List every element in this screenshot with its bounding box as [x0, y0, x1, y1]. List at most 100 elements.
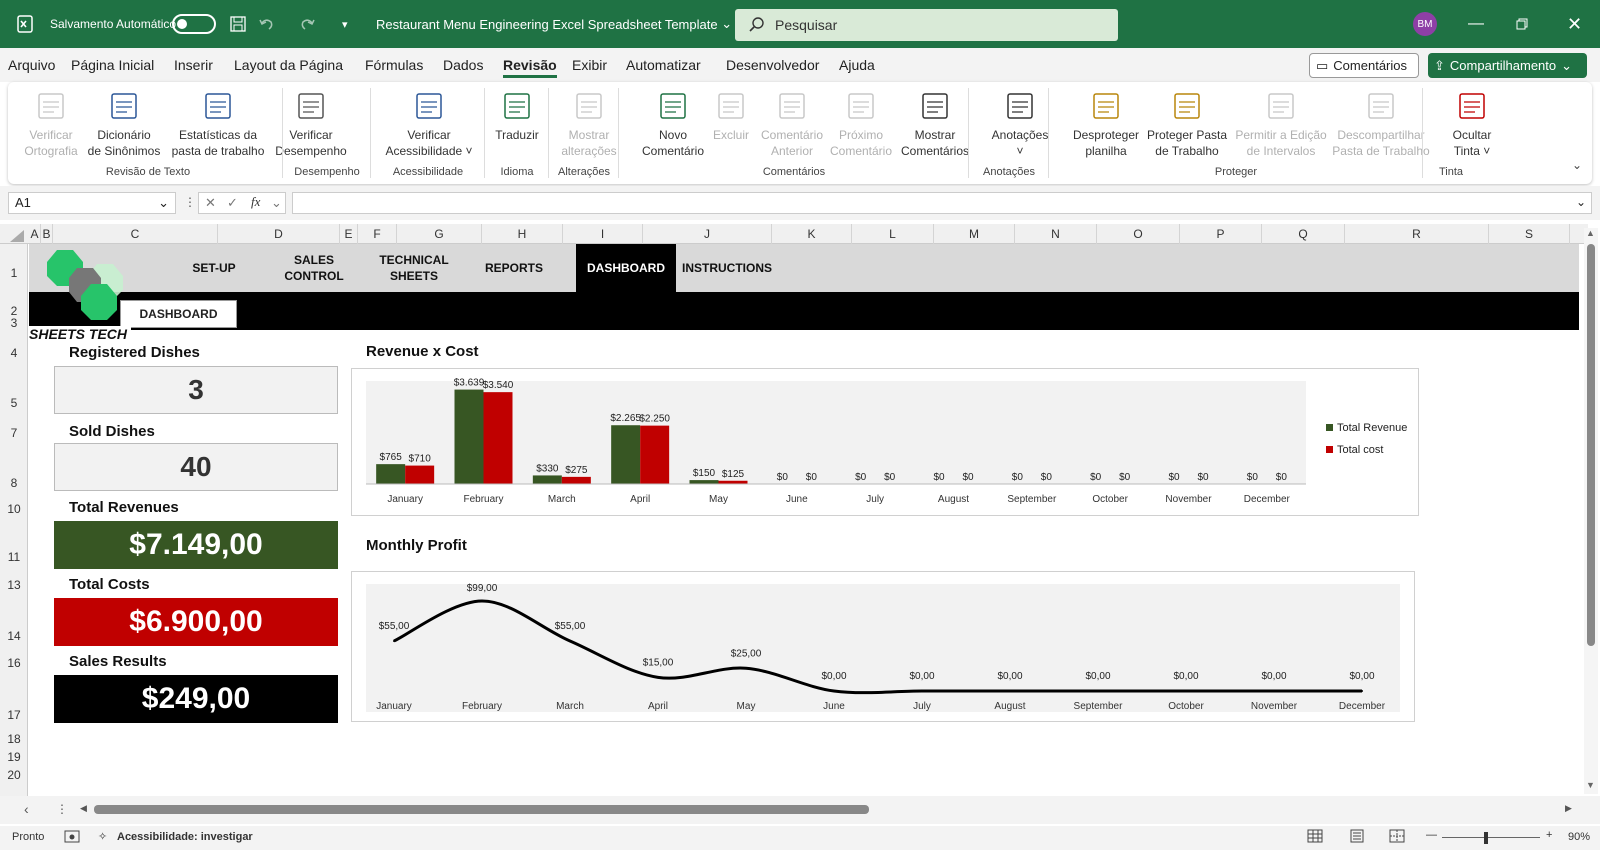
dashboard-subtab[interactable]: DASHBOARD: [120, 300, 237, 328]
cancel-icon[interactable]: ✕: [205, 195, 216, 210]
page-layout-icon[interactable]: [1349, 829, 1365, 846]
comments-button[interactable]: ▭ Comentários: [1309, 53, 1419, 78]
row-header[interactable]: 8: [10, 476, 18, 490]
row-header[interactable]: 7: [10, 426, 18, 440]
column-header[interactable]: N: [1015, 224, 1097, 244]
row-header[interactable]: 20: [7, 768, 21, 782]
ribbon-button[interactable]: Dicionário de Sinônimos: [65, 86, 183, 159]
vertical-scroll-thumb[interactable]: [1587, 244, 1595, 646]
menu-tab[interactable]: Arquivo: [8, 57, 56, 73]
normal-view-icon[interactable]: [1307, 829, 1323, 846]
nav-tab[interactable]: SET-UP: [192, 261, 236, 275]
column-header[interactable]: S: [1489, 224, 1570, 244]
ribbon-button[interactable]: Mostrar alterações: [530, 86, 648, 159]
menu-tab[interactable]: Ajuda: [839, 57, 875, 73]
menu-tab[interactable]: Fórmulas: [365, 57, 424, 73]
row-header[interactable]: 19: [7, 750, 21, 764]
document-title[interactable]: Restaurant Menu Engineering Excel Spread…: [376, 0, 732, 48]
row-header[interactable]: 4: [10, 346, 18, 360]
nav-tab[interactable]: SALES CONTROL: [284, 253, 344, 283]
scroll-up-icon[interactable]: ▲: [1586, 228, 1595, 238]
column-header[interactable]: D: [218, 224, 340, 244]
accessibility-icon[interactable]: ✧: [98, 831, 108, 843]
menu-tab[interactable]: Revisão: [503, 57, 557, 78]
expand-formula-icon[interactable]: ⌄: [1576, 195, 1587, 209]
ribbon-button[interactable]: Desproteger planilha: [1047, 86, 1165, 159]
undo-icon[interactable]: [258, 0, 274, 48]
column-header[interactable]: C: [53, 224, 218, 244]
ribbon-button[interactable]: Excluir: [672, 86, 790, 143]
ribbon-button[interactable]: Traduzir: [458, 86, 576, 143]
ribbon-button[interactable]: Verificar Ortografia: [0, 86, 110, 159]
zoom-out-icon[interactable]: —: [1426, 829, 1437, 841]
insert-function-icon[interactable]: fx: [251, 194, 261, 209]
formula-input[interactable]: [292, 192, 1592, 214]
row-header[interactable]: 16: [7, 656, 21, 670]
ribbon-button[interactable]: Ocultar Tinta ˅: [1413, 86, 1531, 159]
zoom-in-icon[interactable]: +: [1546, 829, 1553, 841]
column-header[interactable]: L: [852, 224, 934, 244]
menu-tab[interactable]: Dados: [443, 57, 484, 73]
horizontal-scroll-thumb[interactable]: [94, 805, 869, 814]
share-button[interactable]: ⇪ Compartilhamento ⌄: [1428, 53, 1587, 78]
sheet-prev-icon[interactable]: ‹: [24, 801, 29, 817]
ribbon-button[interactable]: Proteger Pasta de Trabalho: [1128, 86, 1246, 159]
column-header[interactable]: E: [340, 224, 358, 244]
column-header[interactable]: Q: [1262, 224, 1345, 244]
row-header[interactable]: 5: [10, 396, 18, 410]
column-header[interactable]: B: [41, 224, 53, 244]
row-header[interactable]: 2: [10, 304, 18, 318]
nav-tab[interactable]: TECHNICAL SHEETS: [379, 253, 449, 283]
more-icon[interactable]: ⋮: [184, 195, 196, 209]
name-box[interactable]: A1 ⌄: [8, 192, 176, 214]
save-icon[interactable]: [230, 0, 246, 48]
column-header[interactable]: F: [358, 224, 397, 244]
ribbon-button[interactable]: Anotações ˅: [961, 86, 1079, 159]
row-header[interactable]: 10: [7, 502, 21, 516]
menu-tab[interactable]: Automatizar: [626, 57, 701, 73]
search-box[interactable]: Pesquisar: [735, 9, 1118, 41]
scroll-down-icon[interactable]: ▼: [1586, 780, 1595, 790]
menu-tab[interactable]: Exibir: [572, 57, 608, 73]
select-all-corner[interactable]: [10, 230, 24, 242]
ribbon-button[interactable]: Estatísticas da pasta de trabalho: [159, 86, 277, 159]
column-header[interactable]: O: [1097, 224, 1180, 244]
zoom-level[interactable]: 90%: [1568, 831, 1591, 843]
row-header[interactable]: 3: [10, 316, 18, 330]
nav-tab[interactable]: INSTRUCTIONS: [682, 261, 772, 275]
page-break-icon[interactable]: [1389, 829, 1405, 846]
column-header[interactable]: J: [643, 224, 772, 244]
macro-record-icon[interactable]: [64, 829, 82, 848]
ribbon-button[interactable]: Verificar Desempenho: [252, 86, 370, 159]
accessibility-status[interactable]: Acessibilidade: investigar: [117, 831, 253, 843]
worksheet[interactable]: SET-UP SALES CONTROL TECHNICAL SHEETS REPOR…: [29, 244, 1579, 796]
vertical-scrollbar[interactable]: ▲ ▼: [1584, 228, 1598, 794]
user-avatar[interactable]: BM: [1413, 0, 1437, 48]
column-header[interactable]: G: [397, 224, 482, 244]
ribbon-button[interactable]: Mostrar Comentários: [876, 86, 994, 159]
column-header[interactable]: R: [1345, 224, 1489, 244]
nav-tab[interactable]: REPORTS: [484, 261, 543, 275]
row-header[interactable]: 11: [7, 550, 21, 564]
row-header[interactable]: 1: [10, 266, 18, 280]
nav-tab[interactable]: DASHBOARD: [576, 244, 676, 292]
minimize-icon[interactable]: —: [1468, 15, 1484, 32]
restore-icon[interactable]: [1516, 0, 1528, 48]
menu-tab[interactable]: Layout da Página: [234, 57, 343, 73]
ribbon-button[interactable]: Novo Comentário: [614, 86, 732, 159]
menu-tab[interactable]: Página Inicial: [71, 57, 155, 73]
row-header[interactable]: 17: [7, 708, 21, 722]
column-header[interactable]: I: [563, 224, 643, 244]
zoom-slider[interactable]: [1442, 837, 1540, 838]
enter-icon[interactable]: ✓: [227, 195, 238, 210]
close-icon[interactable]: ✕: [1567, 13, 1583, 34]
ribbon-button[interactable]: Descompartilhar Pasta de Trabalho: [1322, 86, 1440, 159]
autosave-toggle[interactable]: [172, 0, 216, 48]
column-header[interactable]: K: [772, 224, 852, 244]
hscroll-left-icon[interactable]: ◀: [80, 803, 87, 813]
menu-tab[interactable]: Inserir: [174, 57, 213, 73]
column-header[interactable]: H: [482, 224, 563, 244]
customize-toolbar-icon[interactable]: ▾: [342, 18, 348, 31]
column-header[interactable]: A: [29, 224, 41, 244]
chevron-down-icon[interactable]: ⌄: [271, 195, 282, 210]
